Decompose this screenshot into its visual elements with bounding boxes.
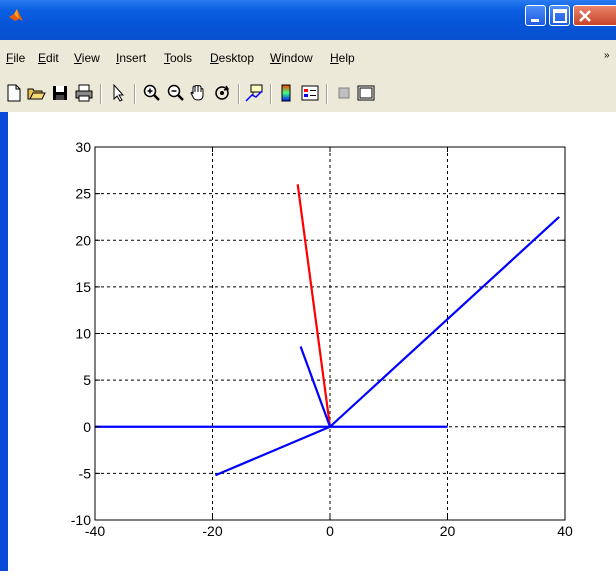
menu-help[interactable]: Help xyxy=(330,51,355,65)
colorbar-icon[interactable] xyxy=(276,83,296,103)
menu-tools[interactable]: Tools xyxy=(164,51,193,65)
close-icon xyxy=(579,10,591,22)
y-tick-label: -5 xyxy=(79,465,92,481)
maximize-button[interactable] xyxy=(549,5,570,26)
series-line-0 xyxy=(296,184,332,427)
toolbar-separator xyxy=(270,84,272,104)
x-tick-label: 20 xyxy=(440,523,456,539)
legend-icon[interactable] xyxy=(300,83,320,103)
menu-file[interactable]: File xyxy=(6,51,26,65)
x-tick-label: 40 xyxy=(557,523,573,539)
y-tick-label: 30 xyxy=(75,139,91,155)
window-frame-left xyxy=(0,112,8,571)
pan-hand-icon[interactable] xyxy=(188,83,208,103)
toolbar-separator xyxy=(326,84,328,104)
x-tick-label: 0 xyxy=(326,523,334,539)
menu-view[interactable]: View xyxy=(74,51,100,65)
toolbar-separator xyxy=(238,84,240,104)
x-tick-label: -40 xyxy=(85,523,105,539)
pointer-icon[interactable] xyxy=(108,83,128,103)
minimize-icon xyxy=(531,19,539,22)
zoom-out-icon[interactable] xyxy=(166,83,186,103)
menu-bar: File Edit View Insert Tools Desktop Wind… xyxy=(0,40,616,76)
new-file-icon[interactable] xyxy=(4,83,24,103)
y-tick-label: 25 xyxy=(75,186,91,202)
toolbar xyxy=(0,76,616,113)
hide-plot-tools-icon[interactable] xyxy=(334,83,354,103)
print-icon[interactable] xyxy=(74,83,94,103)
title-bar[interactable] xyxy=(0,0,616,40)
open-folder-icon[interactable] xyxy=(26,83,46,103)
series-line-2 xyxy=(329,216,560,428)
series-line-4 xyxy=(215,425,331,477)
x-tick-label: -20 xyxy=(202,523,222,539)
minimize-button[interactable] xyxy=(525,5,546,26)
y-tick-label: 5 xyxy=(83,372,91,388)
menu-edit[interactable]: Edit xyxy=(38,51,59,65)
chevron-right-icon[interactable]: » xyxy=(604,50,610,61)
line-chart: -40 -20 0 20 40 -10 -5 0 5 10 15 20 25 30 xyxy=(71,139,573,539)
zoom-in-icon[interactable] xyxy=(142,83,162,103)
menu-window[interactable]: Window xyxy=(270,51,313,65)
menu-desktop[interactable]: Desktop xyxy=(210,51,255,65)
y-tick-label: 15 xyxy=(75,279,91,295)
figure-canvas: -40 -20 0 20 40 -10 -5 0 5 10 15 20 25 30 xyxy=(8,112,616,571)
y-tick-label: 10 xyxy=(75,326,91,342)
maximize-icon xyxy=(553,9,567,23)
rotate-3d-icon[interactable] xyxy=(212,83,232,103)
show-plot-tools-icon[interactable] xyxy=(356,83,376,103)
menu-insert[interactable]: Insert xyxy=(116,51,147,65)
y-tick-label: 0 xyxy=(83,419,91,435)
close-button[interactable] xyxy=(573,5,616,26)
y-tick-label: 20 xyxy=(75,232,91,248)
data-cursor-icon[interactable] xyxy=(244,83,264,103)
series-line-1 xyxy=(299,346,332,428)
matlab-icon xyxy=(9,9,23,21)
save-icon[interactable] xyxy=(50,83,70,103)
toolbar-separator xyxy=(100,84,102,104)
toolbar-separator xyxy=(134,84,136,104)
y-tick-label: -10 xyxy=(71,512,91,528)
